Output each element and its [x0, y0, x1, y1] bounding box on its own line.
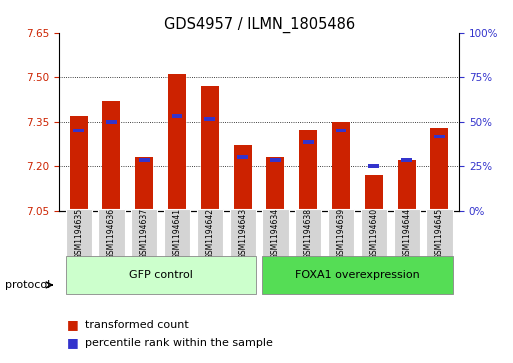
Text: GSM1194636: GSM1194636	[107, 208, 116, 259]
Bar	[336, 129, 346, 132]
Text: GSM1194643: GSM1194643	[238, 208, 247, 259]
Bar	[73, 129, 84, 132]
Bar	[295, 209, 321, 258]
Bar	[393, 209, 420, 258]
Bar	[66, 209, 92, 258]
Bar	[237, 155, 248, 159]
Bar	[164, 209, 190, 258]
Bar	[229, 209, 256, 258]
Text: GSM1194635: GSM1194635	[74, 208, 83, 259]
Bar	[365, 175, 383, 211]
Bar	[434, 135, 445, 138]
Bar	[262, 256, 452, 294]
Bar	[168, 74, 186, 211]
Text: ■: ■	[67, 318, 78, 331]
Bar	[270, 158, 281, 162]
Text: GFP control: GFP control	[129, 270, 192, 280]
Text: GSM1194637: GSM1194637	[140, 208, 149, 259]
Bar	[398, 160, 416, 211]
Bar	[332, 122, 350, 211]
Text: transformed count: transformed count	[85, 320, 188, 330]
Bar	[368, 164, 379, 168]
Title: GDS4957 / ILMN_1805486: GDS4957 / ILMN_1805486	[164, 16, 354, 33]
Bar	[401, 158, 412, 162]
Text: GSM1194638: GSM1194638	[304, 208, 313, 259]
Bar	[103, 101, 121, 211]
Bar	[233, 145, 252, 211]
Bar	[328, 209, 354, 258]
Text: GSM1194645: GSM1194645	[435, 208, 444, 259]
Bar	[426, 209, 452, 258]
Bar	[70, 116, 88, 211]
Text: GSM1194634: GSM1194634	[271, 208, 280, 259]
Bar	[106, 120, 117, 123]
Text: GSM1194641: GSM1194641	[172, 208, 182, 259]
Bar	[299, 130, 317, 211]
Text: FOXA1 overexpression: FOXA1 overexpression	[295, 270, 420, 280]
Text: percentile rank within the sample: percentile rank within the sample	[85, 338, 272, 348]
Bar	[205, 117, 215, 121]
Bar	[139, 158, 150, 162]
Bar	[303, 140, 313, 144]
Text: GSM1194642: GSM1194642	[205, 208, 214, 259]
Bar	[201, 86, 219, 211]
Text: GSM1194639: GSM1194639	[337, 208, 346, 259]
Bar	[135, 157, 153, 211]
Bar	[66, 256, 256, 294]
Text: ■: ■	[67, 337, 78, 350]
Bar	[266, 157, 285, 211]
Text: protocol: protocol	[5, 280, 50, 290]
Bar	[262, 209, 289, 258]
Text: GSM1194640: GSM1194640	[369, 208, 379, 259]
Bar	[197, 209, 223, 258]
Bar	[172, 114, 183, 118]
Text: GSM1194644: GSM1194644	[402, 208, 411, 259]
Bar	[361, 209, 387, 258]
Bar	[131, 209, 157, 258]
Bar	[98, 209, 125, 258]
Bar	[430, 127, 448, 211]
